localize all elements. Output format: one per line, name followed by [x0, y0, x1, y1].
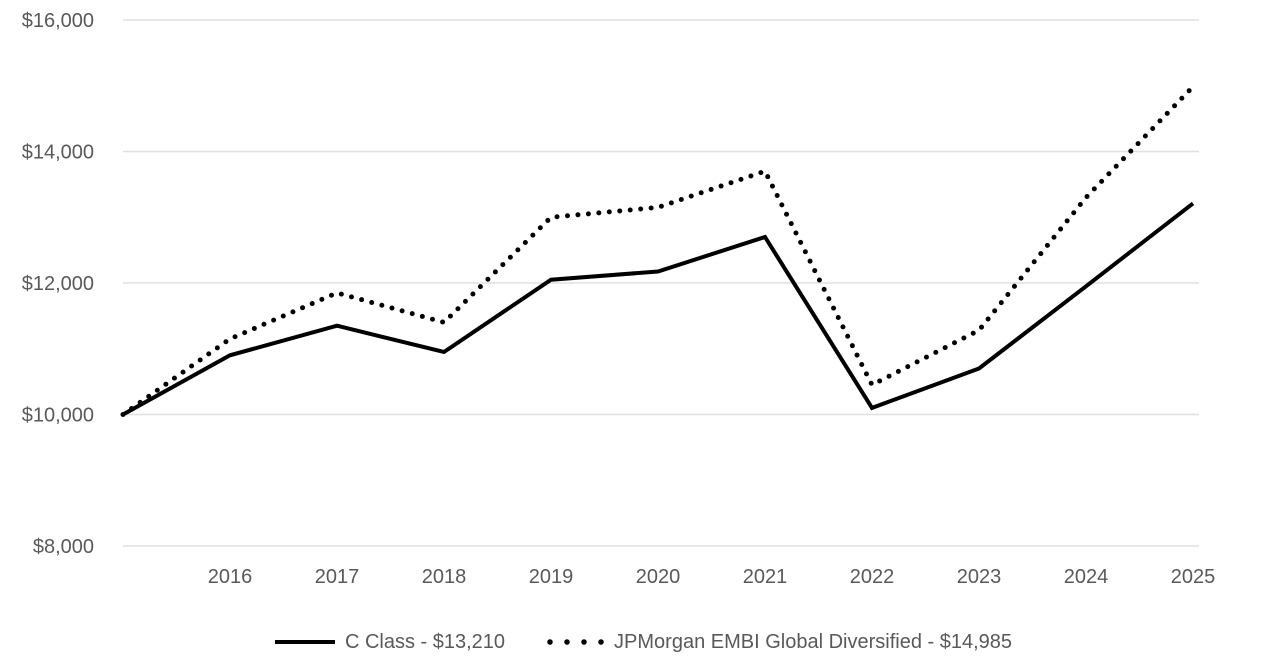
legend-label-jpmorgan-embi: JPMorgan EMBI Global Diversified - $14,9… — [614, 630, 1013, 653]
x-axis-tick-label: 2020 — [636, 566, 681, 588]
legend-swatch-dotted-line — [547, 639, 606, 645]
x-axis-tick-label: 2023 — [957, 566, 1002, 588]
chart-legend: C Class - $13,210 JPMorgan EMBI Global D… — [0, 620, 1286, 664]
x-axis-tick-label: 2017 — [315, 566, 360, 588]
y-axis-tick-label: $14,000 — [22, 142, 94, 164]
legend-label-c-class: C Class - $13,210 — [344, 630, 506, 653]
x-axis-tick-label: 2018 — [422, 566, 467, 588]
x-axis-tick-label: 2021 — [743, 566, 788, 588]
legend-item-c-class: C Class - $13,210 — [274, 631, 505, 654]
series-line-c-class — [122, 201, 1195, 417]
legend-swatch-solid-line — [274, 640, 335, 644]
series-line-jpmorgan-embi-global-diversified — [120, 84, 1196, 417]
plot-area: $16,000 $14,000 $12,000 $10,000 $8,000 2016 20… — [22, 10, 1216, 588]
y-axis-tick-label: $10,000 — [22, 405, 94, 427]
legend-item-jpmorgan-embi: JPMorgan EMBI Global Diversified - $14,9… — [547, 631, 1012, 654]
y-axis-tick-label: $8,000 — [33, 536, 94, 558]
y-axis-tick-label: $16,000 — [22, 10, 94, 32]
x-axis-tick-label: 2025 — [1171, 566, 1216, 588]
x-axis-tick-label: 2024 — [1064, 566, 1109, 588]
x-axis-tick-label: 2019 — [529, 566, 574, 588]
x-axis-tick-label: 2016 — [208, 566, 253, 588]
y-axis-tick-label: $12,000 — [22, 273, 94, 295]
x-axis-tick-label: 2022 — [850, 566, 895, 588]
